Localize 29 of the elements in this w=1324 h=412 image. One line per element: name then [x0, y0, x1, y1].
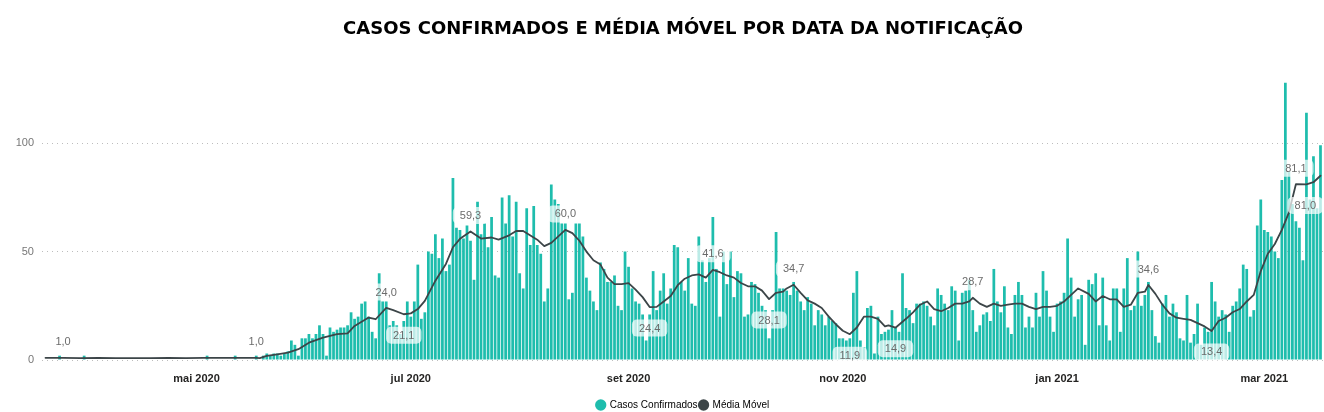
legend-label: Média Móvel — [712, 398, 770, 410]
data-label: 21,1 — [393, 328, 415, 341]
x-tick-label: mar 2021 — [1240, 371, 1289, 384]
data-label: 28,7 — [962, 275, 984, 288]
x-tick-label: nov 2020 — [819, 371, 867, 384]
data-label: 14,9 — [884, 342, 907, 355]
y-tick-label: 50 — [21, 244, 34, 257]
x-tick-label: jul 2020 — [389, 371, 431, 384]
data-label: 34,6 — [1137, 262, 1160, 275]
y-tick-label: 100 — [15, 136, 34, 149]
data-label: 11,9 — [839, 348, 861, 361]
x-tick-label: set 2020 — [606, 371, 651, 384]
data-label: 34,7 — [782, 262, 805, 275]
data-label: 60,0 — [554, 207, 577, 220]
data-label: 1,0 — [248, 335, 264, 348]
data-label: 41,6 — [702, 247, 724, 260]
legend-label: Casos Confirmados — [609, 398, 698, 410]
x-tick-label: mai 2020 — [173, 371, 220, 384]
chart-title: CASOS CONFIRMADOS E MÉDIA MÓVEL POR DATA DA NOTIFICAÇÃO — [343, 16, 1023, 39]
data-label: 24,0 — [375, 285, 397, 298]
data-label: 1,0 — [55, 335, 71, 348]
data-label: 28,1 — [758, 313, 780, 326]
data-label: 81,0 — [1294, 198, 1317, 211]
data-label: 81,1 — [1285, 161, 1307, 174]
x-tick-label: jan 2021 — [1034, 371, 1079, 384]
data-label: 24,4 — [638, 321, 661, 334]
data-label: 13,4 — [1200, 345, 1223, 358]
y-tick-label: 0 — [27, 353, 34, 366]
data-label: 59,3 — [459, 208, 482, 221]
